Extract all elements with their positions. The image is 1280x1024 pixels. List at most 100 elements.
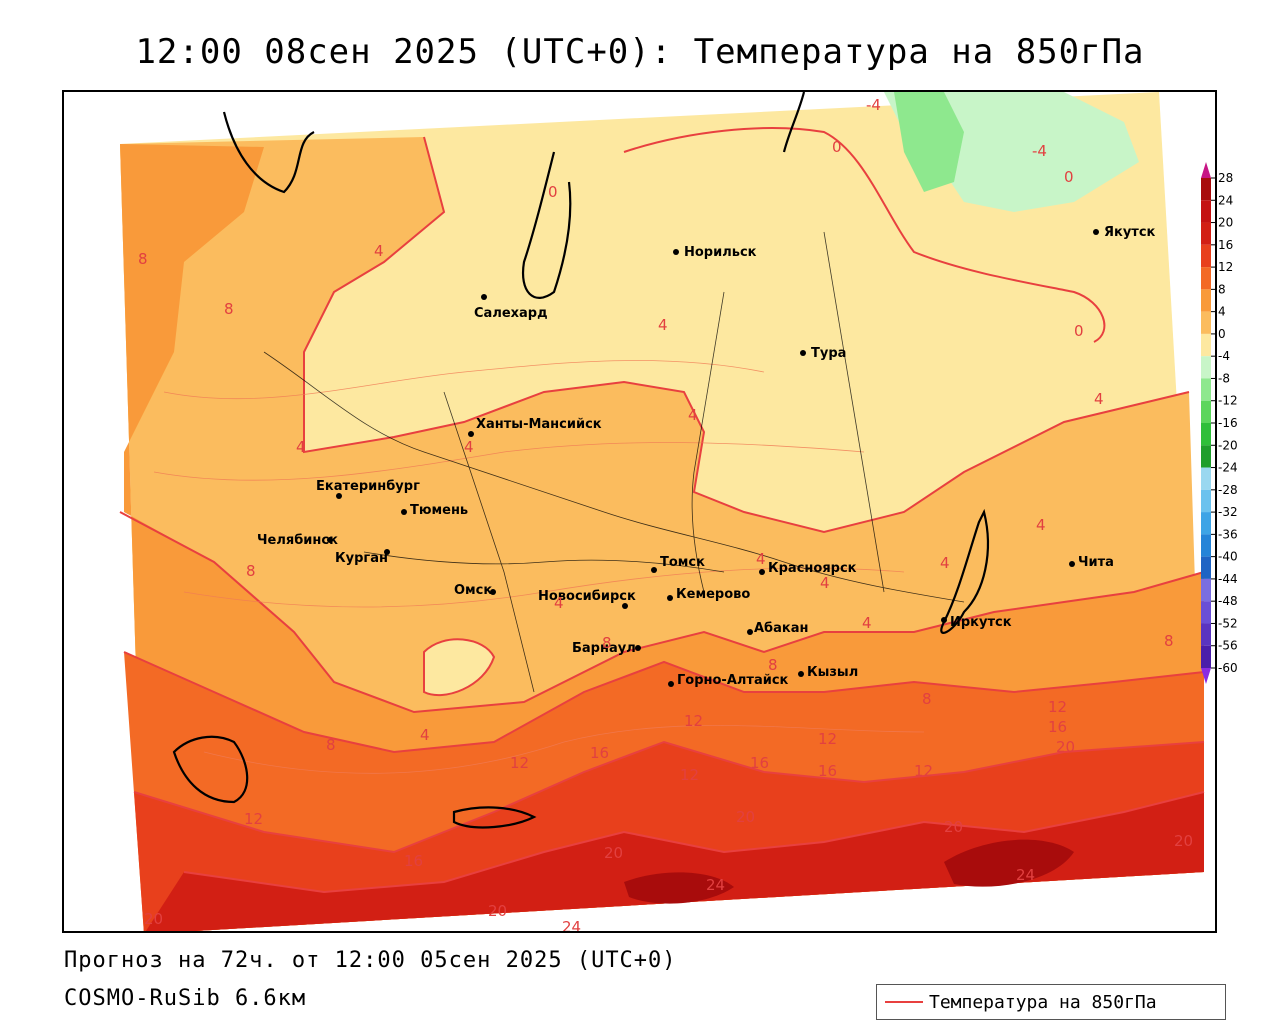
city-dot-chelyabinsk bbox=[327, 537, 333, 543]
iso-label: 4 bbox=[820, 574, 830, 592]
iso-label: 24 bbox=[562, 918, 581, 933]
colorbar-cell bbox=[1201, 512, 1211, 535]
isoline-8 bbox=[119, 511, 1205, 714]
colorbar-cell bbox=[1201, 623, 1211, 646]
contour-detail bbox=[153, 360, 925, 774]
city-label-tura: Тура bbox=[811, 346, 846, 361]
iso-label: 0 bbox=[832, 138, 842, 156]
iso-label: 24 bbox=[1016, 866, 1035, 884]
city-dot-yakutsk bbox=[1093, 229, 1099, 235]
city-dot-tomsk bbox=[651, 567, 657, 573]
colorbar-tick-label: -8 bbox=[1218, 371, 1230, 385]
iso-label: 12 bbox=[510, 754, 529, 772]
city-dot-ekaterinburg bbox=[336, 493, 342, 499]
iso-label: 4 bbox=[940, 554, 950, 572]
temperature-map: Норильск Якутск Салехард Тура Ханты-Манс… bbox=[62, 90, 1217, 933]
colorbar-tick-label: -44 bbox=[1218, 572, 1238, 586]
city-dot-kemerovo bbox=[667, 595, 673, 601]
city-label-kyzyl: Кызыл bbox=[807, 665, 858, 680]
colorbar-tick-label: -28 bbox=[1218, 483, 1238, 497]
colorbar-ticks: 28 24 20 16 12 8 4 0 -4 -8 -12 -16 -20 -24 -28 -32 -36 -4… bbox=[1211, 171, 1238, 675]
colorbar-tick-label: -40 bbox=[1218, 550, 1238, 564]
colorbar-tick-label: -20 bbox=[1218, 438, 1238, 452]
colorbar-tick-label: 12 bbox=[1218, 260, 1233, 274]
iso-label: 20 bbox=[488, 902, 507, 920]
city-label-novosibirsk: Новосибирск bbox=[538, 589, 636, 604]
colorbar-cell bbox=[1201, 356, 1211, 379]
colorbar-cell bbox=[1201, 467, 1211, 490]
colorbar-tick-label: -60 bbox=[1218, 661, 1238, 675]
model-name: COSMO-RuSib 6.6км bbox=[64, 986, 307, 1011]
colorbar-tick-label: 20 bbox=[1218, 216, 1233, 230]
isoline-20 bbox=[183, 791, 1205, 894]
iso-label: 20 bbox=[1174, 832, 1193, 850]
city-label-omsk: Омск bbox=[454, 583, 492, 598]
coast-yamal bbox=[222, 111, 315, 194]
city-dot-barnaul bbox=[635, 645, 641, 651]
isoline-0 bbox=[623, 127, 1106, 343]
isoline-4-pocket bbox=[423, 638, 496, 697]
city-label-norilsk: Норильск bbox=[684, 245, 757, 260]
city-label-salekhard: Салехард bbox=[474, 306, 548, 321]
city-label-gorno-altaysk: Горно-Алтайск bbox=[677, 673, 789, 688]
city-dot-norilsk bbox=[673, 249, 679, 255]
colorbar-cell bbox=[1201, 267, 1211, 290]
zone-24-28-center bbox=[624, 872, 734, 904]
colorbar-cell bbox=[1201, 578, 1211, 602]
zone-neg8-neg4 bbox=[894, 92, 964, 192]
isolines bbox=[119, 127, 1205, 894]
iso-label: 16 bbox=[818, 762, 837, 780]
iso-label: 8 bbox=[1164, 632, 1174, 650]
colorbar-tick-label: -56 bbox=[1218, 639, 1238, 653]
city-dot-irkutsk bbox=[941, 617, 947, 623]
city-label-kurgan: Курган bbox=[335, 551, 388, 566]
colorbar-tick-label: -48 bbox=[1218, 594, 1238, 608]
city-label-ekaterinburg: Екатеринбург bbox=[316, 479, 420, 494]
colorbar-tick-label: -16 bbox=[1218, 416, 1238, 430]
iso-label: 8 bbox=[326, 736, 336, 754]
iso-label: 0 bbox=[548, 183, 558, 201]
coast-taimyr bbox=[782, 92, 806, 153]
city-dot-tyumen bbox=[401, 509, 407, 515]
iso-label: 8 bbox=[602, 634, 612, 652]
colorbar-cell bbox=[1201, 200, 1211, 223]
iso-label: 0 bbox=[1074, 322, 1084, 340]
iso-label: 4 bbox=[296, 438, 306, 456]
iso-label: 12 bbox=[818, 730, 837, 748]
city-dot-kyzyl bbox=[798, 671, 804, 677]
colorbar-cell bbox=[1201, 534, 1211, 557]
city-label-tomsk: Томск bbox=[660, 555, 705, 570]
iso-label: 4 bbox=[1036, 516, 1046, 534]
lake-balkhash bbox=[452, 806, 537, 829]
lake-baikal bbox=[940, 508, 990, 634]
colorbar-cell bbox=[1201, 178, 1211, 201]
colorbar-tick-label: 8 bbox=[1218, 282, 1226, 296]
city-label-krasnoyarsk: Красноярск bbox=[768, 561, 857, 576]
iso-label: 4 bbox=[756, 550, 766, 568]
colorbar-cell bbox=[1201, 244, 1211, 268]
iso-label: 12 bbox=[1048, 698, 1067, 716]
colorbar-tick-label: 0 bbox=[1218, 327, 1226, 341]
city-label-abakan: Абакан bbox=[754, 621, 809, 636]
iso-label: 16 bbox=[590, 744, 609, 762]
city-label-kemerovo: Кемерово bbox=[676, 587, 750, 602]
city-label-chelyabinsk: Челябинск bbox=[257, 533, 338, 548]
colorbar-cell bbox=[1201, 378, 1211, 401]
colorbar-tick-label: -24 bbox=[1218, 461, 1238, 475]
colorbar-cell bbox=[1201, 489, 1211, 513]
iso-label: 20 bbox=[144, 910, 163, 928]
map-canvas: Норильск Якутск Салехард Тура Ханты-Манс… bbox=[64, 92, 1215, 933]
city-markers: Норильск Якутск Салехард Тура Ханты-Манс… bbox=[257, 225, 1156, 688]
colorbar-cells bbox=[1201, 178, 1211, 668]
iso-label: 20 bbox=[604, 844, 623, 862]
page-title: 12:00 08сен 2025 (UTC+0): Температура на… bbox=[135, 32, 1145, 72]
admin-borders bbox=[263, 231, 965, 693]
colorbar-tick-label: 28 bbox=[1218, 171, 1233, 185]
legend: Температура на 850гПа bbox=[876, 984, 1226, 1020]
iso-label: 4 bbox=[420, 726, 430, 744]
pocket-0-4 bbox=[424, 639, 494, 696]
iso-label: 4 bbox=[688, 406, 698, 424]
colorbar-bottom-arrow bbox=[1201, 668, 1211, 684]
colorbar: 28 24 20 16 12 8 4 0 -4 -8 -12 -16 -20 -24 -28 -32 -36 -4… bbox=[1201, 162, 1238, 684]
isoline-12 bbox=[123, 651, 1205, 754]
